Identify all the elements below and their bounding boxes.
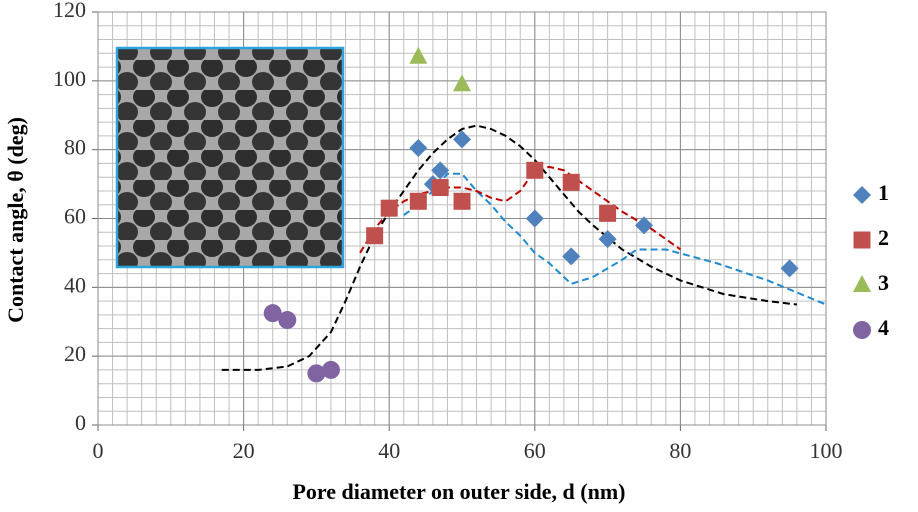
marker xyxy=(453,130,471,149)
legend-marker xyxy=(853,275,871,292)
marker xyxy=(409,46,428,64)
trend-line xyxy=(221,124,797,371)
marker xyxy=(366,227,384,245)
marker xyxy=(453,74,471,92)
y-axis-label: Contact angle, θ (deg) xyxy=(3,117,28,323)
x-tick-label: 40 xyxy=(378,438,400,463)
marker xyxy=(562,173,580,191)
marker xyxy=(526,161,544,179)
legend-marker xyxy=(853,186,871,204)
y-tick-label: 120 xyxy=(53,0,86,22)
marker xyxy=(780,259,799,278)
marker xyxy=(321,360,340,379)
y-tick-label: 100 xyxy=(53,66,86,91)
marker xyxy=(598,230,617,249)
marker xyxy=(307,364,326,383)
marker xyxy=(599,204,617,222)
marker xyxy=(562,247,581,266)
marker xyxy=(431,179,449,197)
y-tick-label: 80 xyxy=(64,135,86,160)
x-tick-label: 60 xyxy=(524,438,546,463)
marker xyxy=(453,192,471,210)
marker xyxy=(380,199,398,217)
x-tick-label: 100 xyxy=(810,438,843,463)
marker xyxy=(635,216,653,235)
x-tick-label: 80 xyxy=(669,438,691,463)
markers xyxy=(263,46,799,383)
marker xyxy=(409,138,428,157)
y-tick-label: 40 xyxy=(64,272,86,297)
x-tick-label: 0 xyxy=(93,438,104,463)
plot-border xyxy=(97,11,827,426)
x-tick-label: 20 xyxy=(233,438,255,463)
legend-label: 1 xyxy=(878,180,889,205)
legend-marker xyxy=(853,321,871,339)
marker xyxy=(263,304,282,323)
y-tick-label: 20 xyxy=(64,341,86,366)
trend-line xyxy=(359,165,681,254)
trend-lines xyxy=(221,124,827,371)
x-axis-label: Pore diameter on outer side, d (nm) xyxy=(292,479,625,504)
y-tick-label: 60 xyxy=(64,204,86,229)
marker xyxy=(431,161,450,180)
inset-micrograph xyxy=(115,46,345,269)
marker xyxy=(409,192,427,210)
trend-line xyxy=(403,172,827,306)
y-tick-label: 0 xyxy=(75,410,86,435)
legend-label: 4 xyxy=(878,315,889,340)
marker xyxy=(278,311,297,330)
marker xyxy=(525,209,544,228)
legend-label: 3 xyxy=(878,270,889,295)
legend-label: 2 xyxy=(878,225,889,250)
legend-marker xyxy=(853,231,871,249)
